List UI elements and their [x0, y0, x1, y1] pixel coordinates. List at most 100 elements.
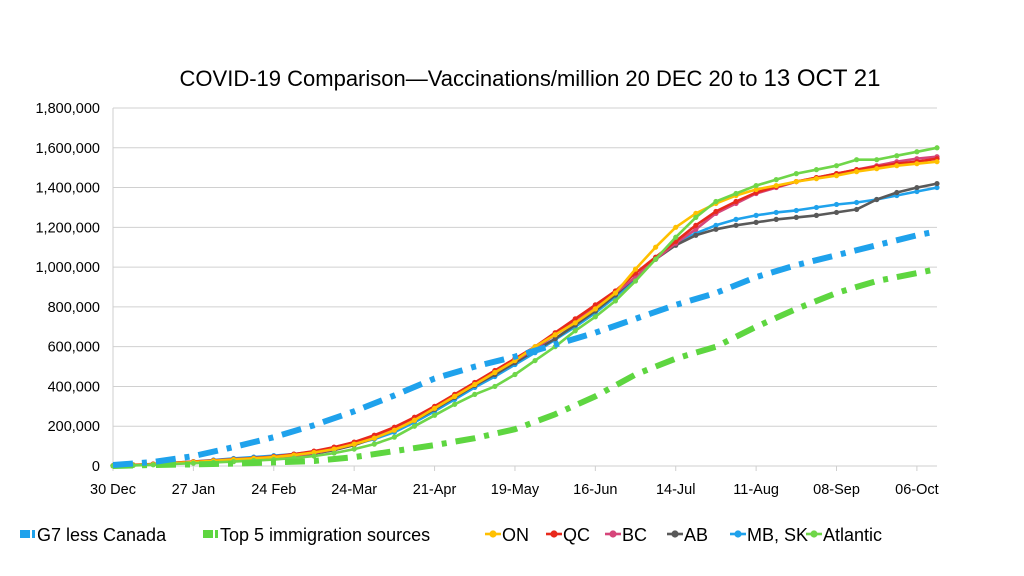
axes — [112, 108, 937, 471]
y-tick-label: 400,000 — [48, 379, 100, 395]
data-point — [150, 462, 156, 468]
data-point — [632, 278, 639, 284]
data-point — [773, 216, 779, 222]
data-point — [793, 207, 799, 214]
legend-swatch — [215, 530, 218, 538]
data-point — [713, 226, 719, 232]
data-point — [894, 153, 900, 159]
legend-label: MB, SK — [747, 525, 808, 545]
data-point — [813, 167, 820, 173]
data-point — [713, 222, 719, 228]
x-axis-tick-labels: 30 Dec 27 Jan 24 Feb 24-Mar 21-Apr 19-May 16-J… — [90, 482, 939, 498]
data-point — [673, 224, 679, 230]
data-point — [733, 198, 739, 205]
x-tick-label: 16-Jun — [573, 482, 617, 498]
legend-marker — [489, 530, 497, 538]
data-point — [753, 212, 759, 218]
legend-label: Top 5 immigration sources — [220, 525, 430, 545]
series-line — [112, 186, 938, 468]
data-point — [673, 234, 679, 240]
data-point — [854, 157, 860, 163]
series-line — [112, 155, 938, 468]
data-point — [753, 182, 759, 189]
legend-marker — [734, 530, 742, 538]
data-point — [693, 226, 699, 232]
data-point — [914, 149, 920, 155]
data-point — [914, 188, 920, 195]
legend-label: QC — [563, 525, 590, 545]
data-point — [572, 316, 578, 322]
data-point — [431, 412, 438, 418]
data-point — [894, 163, 900, 169]
data-point — [653, 256, 659, 262]
data-point — [793, 178, 799, 185]
series-line — [112, 228, 938, 468]
data-point — [813, 204, 820, 211]
chart-title: COVID-19 Comparison—Vaccinations/million… — [180, 65, 881, 92]
data-point — [753, 219, 759, 225]
data-point — [351, 441, 357, 447]
series-bc — [110, 154, 940, 469]
data-point — [592, 314, 598, 320]
data-point — [733, 190, 739, 197]
y-tick-label: 1,800,000 — [35, 101, 100, 117]
data-point — [753, 186, 759, 193]
y-tick-label: 1,600,000 — [35, 141, 100, 157]
data-point — [934, 145, 940, 151]
series-line — [112, 160, 938, 468]
data-point — [773, 182, 779, 189]
data-point — [492, 383, 498, 390]
y-tick-label: 0 — [92, 459, 100, 475]
chart-title-main: COVID-19 Comparison—Vaccinations/million… — [180, 66, 758, 91]
data-point — [934, 159, 940, 165]
series-line — [112, 266, 938, 469]
data-point — [773, 209, 779, 216]
data-point — [512, 371, 518, 378]
data-point — [492, 369, 498, 376]
legend-item: AB — [667, 525, 708, 545]
legend-item: Top 5 immigration sources — [203, 525, 430, 545]
legend-item: ON — [485, 525, 529, 545]
data-point — [773, 177, 779, 183]
x-tick-label: 06-Oct — [895, 482, 939, 498]
data-point — [813, 212, 820, 218]
x-tick-label: 27 Jan — [172, 482, 216, 498]
data-point — [371, 441, 377, 447]
data-point — [391, 427, 397, 433]
data-point — [874, 157, 880, 163]
data-point — [793, 214, 799, 220]
data-point — [693, 222, 699, 228]
data-point — [532, 357, 538, 364]
data-point — [612, 290, 619, 296]
x-tick-label: 11-Aug — [733, 482, 779, 498]
data-point — [632, 266, 639, 272]
legend-swatch — [32, 530, 35, 538]
data-point — [411, 417, 418, 423]
data-point — [934, 180, 940, 187]
series-g7-less-canada — [112, 228, 938, 468]
data-point — [914, 161, 920, 167]
y-tick-label: 200,000 — [48, 419, 100, 435]
data-point — [874, 196, 880, 203]
legend-label: Atlantic — [823, 525, 882, 545]
data-point — [713, 208, 719, 215]
x-tick-label: 21-Apr — [413, 482, 457, 498]
data-point — [472, 391, 478, 397]
y-axis-tick-labels: 0 200,000 400,000 600,000 800,000 1,000,000 1,… — [35, 101, 100, 475]
data-point — [874, 166, 880, 172]
data-point — [612, 298, 619, 304]
data-point — [411, 423, 418, 429]
x-tick-label: 19-May — [491, 482, 540, 498]
legend-item: QC — [546, 525, 590, 545]
legend-marker — [609, 530, 617, 538]
data-point — [452, 401, 458, 407]
data-point — [854, 199, 860, 206]
x-tick-label: 24-Mar — [331, 482, 377, 498]
series-ab — [110, 180, 940, 469]
legend-item: MB, SK — [730, 525, 808, 545]
data-point — [351, 446, 357, 452]
data-point — [693, 214, 699, 220]
data-point — [572, 320, 578, 326]
data-point — [793, 171, 799, 177]
